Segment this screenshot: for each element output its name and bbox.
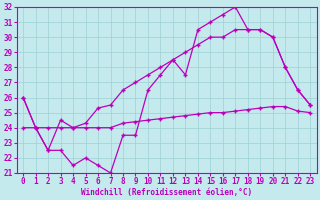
X-axis label: Windchill (Refroidissement éolien,°C): Windchill (Refroidissement éolien,°C)	[81, 188, 252, 197]
